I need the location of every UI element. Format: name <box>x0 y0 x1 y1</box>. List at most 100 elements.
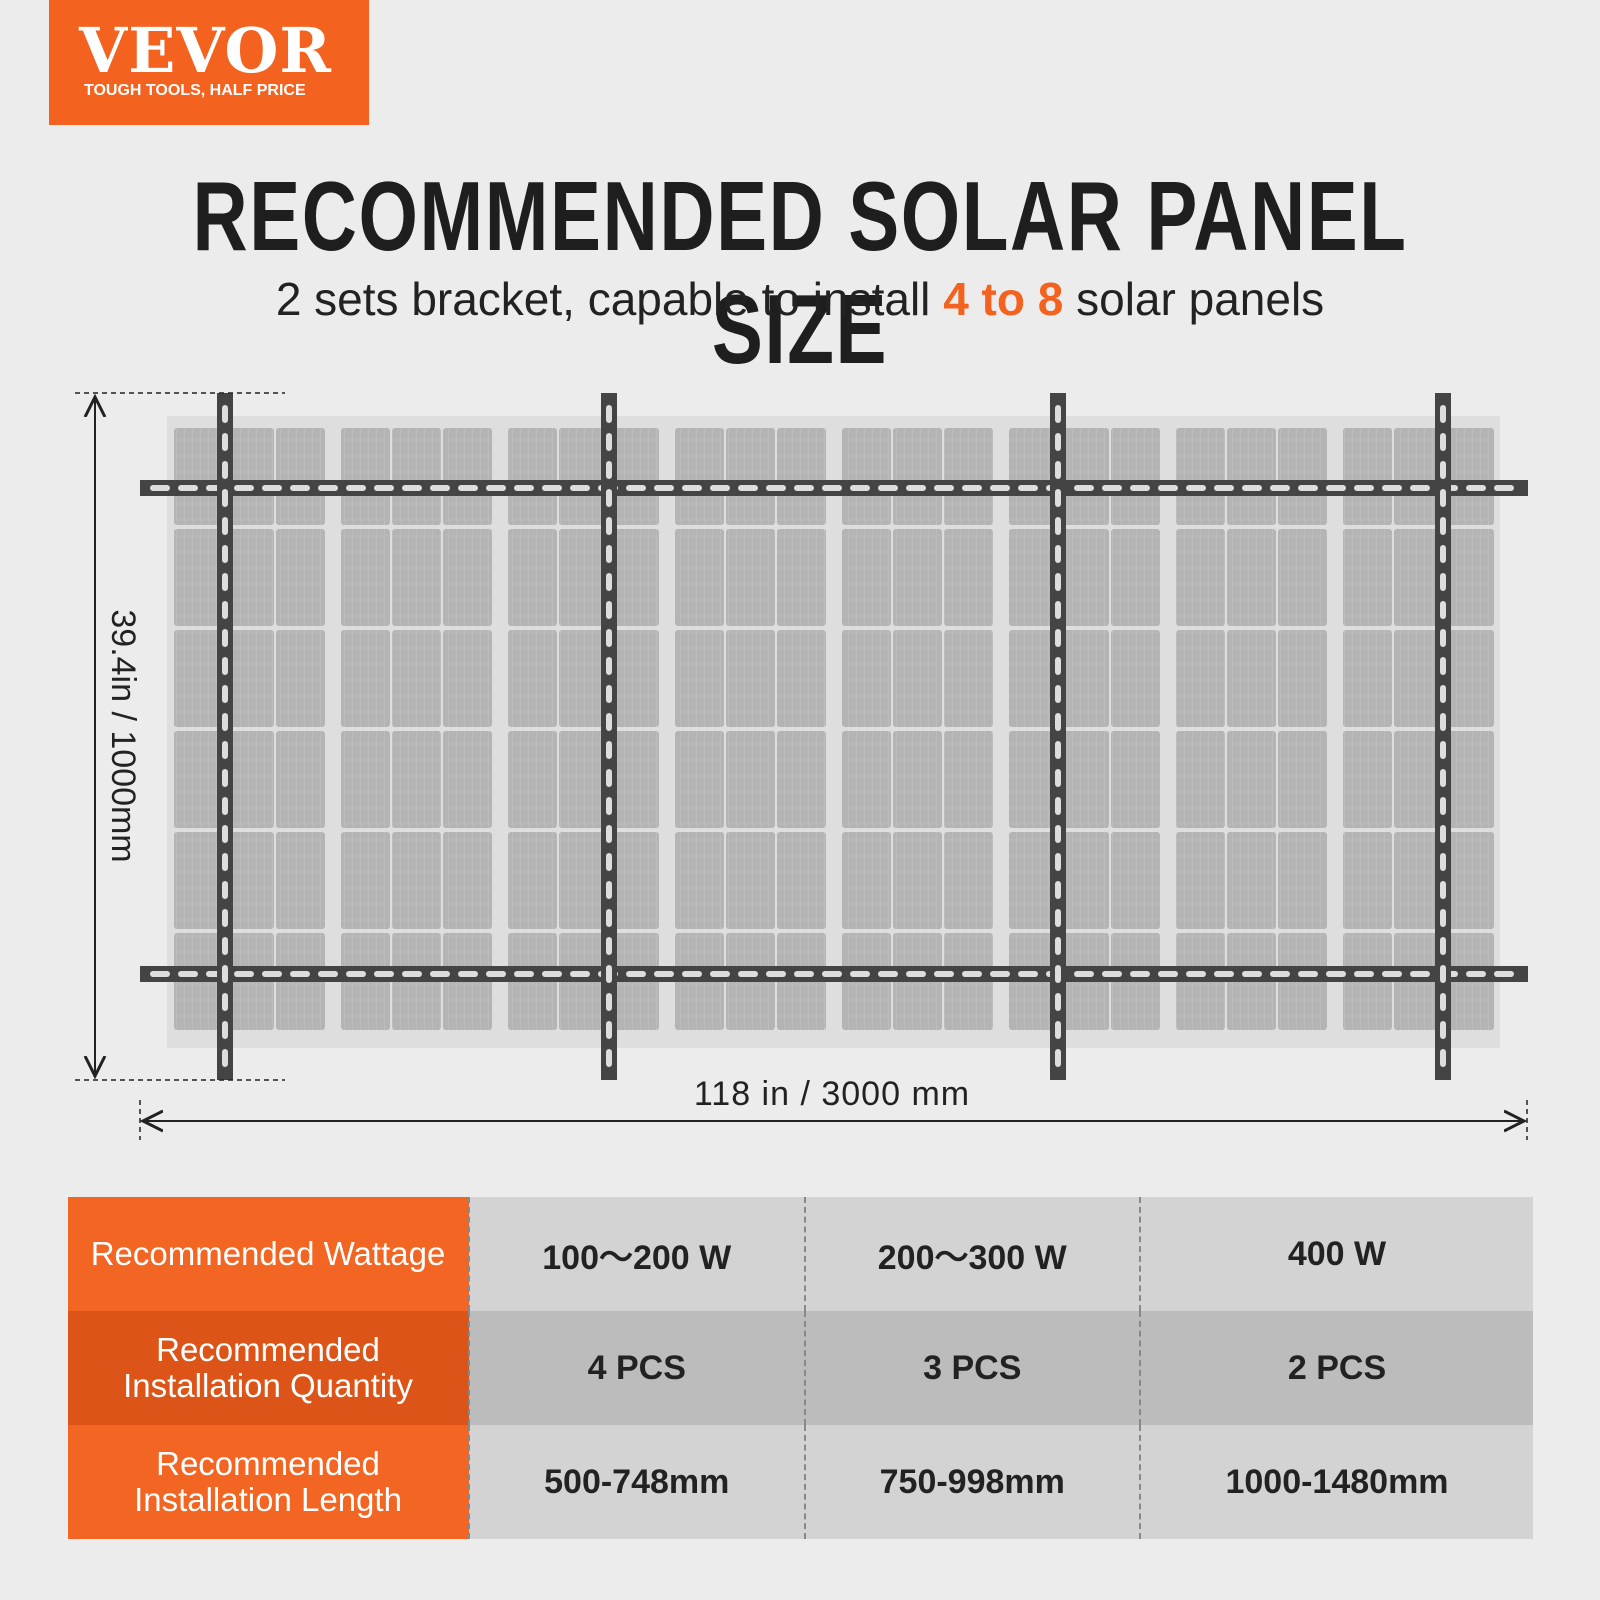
table-cell: 3 PCS <box>803 1311 1140 1425</box>
bracket-slot <box>1440 685 1446 703</box>
rail-slot <box>150 485 170 491</box>
rail-slot <box>850 971 870 977</box>
rail-slot <box>262 485 282 491</box>
cell-block <box>1176 832 1225 929</box>
bracket-slot <box>1055 1049 1061 1067</box>
cell-block <box>675 529 724 626</box>
bracket-slot <box>222 881 228 899</box>
bracket-slot <box>606 769 612 787</box>
rail-slot <box>570 971 590 977</box>
rail-slot <box>1158 971 1178 977</box>
cell-block <box>1445 832 1494 929</box>
cell-block <box>1343 731 1392 828</box>
rail-slot <box>962 485 982 491</box>
bracket-slot <box>606 741 612 759</box>
bracket-slot <box>606 517 612 535</box>
subtitle-text: 2 sets bracket, capable to install <box>275 273 931 325</box>
rail-slot <box>1074 485 1094 491</box>
bracket-slot <box>606 797 612 815</box>
cell-block <box>443 428 492 525</box>
cell-block <box>1009 529 1058 626</box>
rail-slot <box>262 971 282 977</box>
rail-slot <box>822 485 842 491</box>
cell-block <box>341 630 390 727</box>
cell-block <box>777 630 826 727</box>
rail-slot <box>1186 971 1206 977</box>
cell-block <box>944 832 993 929</box>
rail-slot <box>962 971 982 977</box>
cell-block <box>174 731 223 828</box>
table-cell: 1000-1480mm <box>1139 1425 1533 1539</box>
slogan: TOUGH TOOLS, HALF PRICE <box>84 82 306 99</box>
bracket-slot <box>606 909 612 927</box>
rail-slot <box>374 971 394 977</box>
rail-slot <box>1158 485 1178 491</box>
cell-block <box>1060 529 1109 626</box>
cell-block <box>1227 529 1276 626</box>
cell-block <box>842 428 891 525</box>
rail-slot <box>1018 485 1038 491</box>
rails <box>140 393 1528 1080</box>
cell-block <box>610 731 659 828</box>
rail-slot <box>1410 971 1430 977</box>
cell-block <box>1394 529 1443 626</box>
rail-slot <box>906 971 926 977</box>
rail-slot <box>990 485 1010 491</box>
cell-block <box>225 630 274 727</box>
bracket-slot <box>1055 573 1061 591</box>
bracket-slot <box>606 1021 612 1039</box>
cell-block <box>675 428 724 525</box>
rail-slot <box>1326 971 1346 977</box>
cell-block <box>610 630 659 727</box>
rail-slot <box>1270 971 1290 977</box>
bracket-slot <box>1440 769 1446 787</box>
rail-slot <box>1130 971 1150 977</box>
bracket-slot <box>222 489 228 507</box>
cell-block <box>1227 630 1276 727</box>
cell-block <box>276 529 325 626</box>
bracket-slot <box>1440 965 1446 983</box>
cell-block <box>1278 731 1327 828</box>
cell-block <box>842 832 891 929</box>
table-cell: 750-998mm <box>803 1425 1140 1539</box>
cell-block <box>508 529 557 626</box>
cell-block <box>1060 630 1109 727</box>
cell-block <box>893 731 942 828</box>
bracket-slot <box>222 909 228 927</box>
bracket-slot <box>606 545 612 563</box>
bracket-slot <box>606 433 612 451</box>
cell-block <box>443 529 492 626</box>
rail-slot <box>1298 971 1318 977</box>
bracket-slot <box>1055 601 1061 619</box>
rail-slot <box>1466 971 1486 977</box>
rail-slot <box>318 971 338 977</box>
bracket-slot <box>1055 713 1061 731</box>
bracket-slot <box>1440 461 1446 479</box>
cell-block <box>777 832 826 929</box>
cell-block <box>1176 529 1225 626</box>
bracket-slot <box>1055 825 1061 843</box>
rail-slot <box>1382 485 1402 491</box>
rail-slot <box>1102 485 1122 491</box>
cell-block <box>443 832 492 929</box>
table-cell: 2 PCS <box>1139 1311 1533 1425</box>
bracket-slot <box>1440 545 1446 563</box>
cell-block <box>1278 832 1327 929</box>
rail-slot <box>794 485 814 491</box>
rail-slot <box>1326 485 1346 491</box>
bracket-slot <box>606 573 612 591</box>
bracket-slot <box>222 433 228 451</box>
rail-slot <box>850 485 870 491</box>
rail-slot <box>626 971 646 977</box>
rail-slot <box>402 485 422 491</box>
cell-block <box>1343 529 1392 626</box>
cell-block <box>559 832 608 929</box>
rail-slot <box>458 485 478 491</box>
bracket-slot <box>606 685 612 703</box>
bracket-slot <box>222 993 228 1011</box>
cell-block <box>726 428 775 525</box>
bracket-slot <box>1055 937 1061 955</box>
rail-slot <box>1074 971 1094 977</box>
rail-slot <box>626 485 646 491</box>
rail-slot <box>346 485 366 491</box>
